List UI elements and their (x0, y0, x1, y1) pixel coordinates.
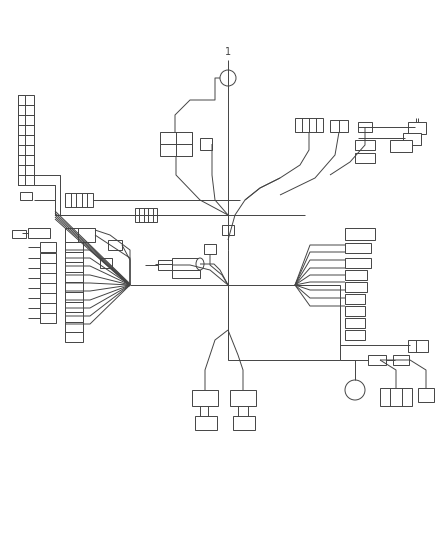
Bar (65, 302, 83, 312)
Bar (18, 95, 34, 185)
Bar (355, 153, 375, 163)
Bar (192, 390, 218, 406)
Bar (408, 122, 426, 134)
Bar (28, 228, 50, 238)
Bar (172, 270, 200, 278)
Bar (160, 144, 192, 156)
Bar (40, 293, 56, 303)
Bar (65, 292, 83, 302)
Bar (65, 193, 93, 207)
Bar (12, 230, 26, 238)
Bar (345, 282, 367, 292)
Bar (40, 253, 56, 263)
Circle shape (220, 70, 236, 86)
Bar (345, 294, 365, 304)
Bar (40, 263, 56, 273)
Bar (20, 192, 32, 200)
Bar (65, 322, 83, 332)
Bar (355, 140, 375, 150)
Bar (393, 355, 409, 365)
Bar (108, 240, 122, 250)
Bar (380, 388, 412, 406)
Bar (345, 258, 371, 268)
Bar (18, 95, 25, 185)
Bar (40, 303, 56, 313)
Text: 1: 1 (225, 47, 231, 57)
Bar (135, 208, 157, 222)
Bar (345, 270, 367, 280)
Bar (418, 388, 434, 402)
Bar (345, 318, 365, 328)
Bar (200, 138, 212, 150)
Bar (172, 258, 200, 270)
Bar (345, 330, 365, 340)
Ellipse shape (196, 258, 204, 270)
Bar (65, 252, 83, 262)
Bar (230, 390, 256, 406)
Circle shape (345, 380, 365, 400)
Bar (65, 242, 83, 252)
Bar (368, 355, 386, 365)
Bar (345, 243, 371, 253)
Bar (158, 260, 172, 270)
Bar (222, 225, 234, 235)
Bar (403, 133, 421, 145)
Bar (345, 228, 375, 240)
Bar (100, 258, 112, 268)
Bar (40, 283, 56, 293)
Bar (65, 272, 83, 282)
Bar (65, 332, 83, 342)
Bar (65, 282, 83, 292)
Bar (295, 118, 323, 132)
Bar (65, 262, 83, 272)
Bar (40, 273, 56, 283)
Bar (160, 132, 192, 144)
Bar (390, 140, 412, 152)
Bar (330, 120, 348, 132)
Bar (408, 340, 428, 352)
Bar (358, 122, 372, 132)
Bar (40, 313, 56, 323)
Bar (65, 228, 95, 242)
Bar (195, 416, 217, 430)
Bar (204, 244, 216, 254)
Bar (65, 312, 83, 322)
Bar (40, 242, 56, 252)
Bar (345, 306, 365, 316)
Bar (233, 416, 255, 430)
